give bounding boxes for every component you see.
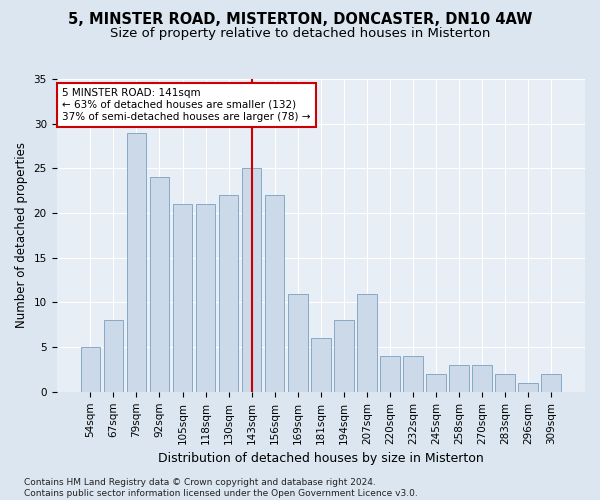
Bar xyxy=(288,294,308,392)
Bar xyxy=(541,374,561,392)
Bar xyxy=(265,195,284,392)
Bar xyxy=(219,195,238,392)
Bar xyxy=(496,374,515,392)
Text: Size of property relative to detached houses in Misterton: Size of property relative to detached ho… xyxy=(110,28,490,40)
Bar xyxy=(149,178,169,392)
Bar xyxy=(403,356,423,392)
Bar xyxy=(449,365,469,392)
Bar xyxy=(104,320,123,392)
X-axis label: Distribution of detached houses by size in Misterton: Distribution of detached houses by size … xyxy=(158,452,484,465)
Text: 5 MINSTER ROAD: 141sqm
← 63% of detached houses are smaller (132)
37% of semi-de: 5 MINSTER ROAD: 141sqm ← 63% of detached… xyxy=(62,88,310,122)
Bar xyxy=(426,374,446,392)
Bar xyxy=(357,294,377,392)
Bar xyxy=(472,365,492,392)
Text: 5, MINSTER ROAD, MISTERTON, DONCASTER, DN10 4AW: 5, MINSTER ROAD, MISTERTON, DONCASTER, D… xyxy=(68,12,532,28)
Bar xyxy=(518,383,538,392)
Bar xyxy=(80,347,100,392)
Bar xyxy=(173,204,193,392)
Bar xyxy=(127,132,146,392)
Bar xyxy=(380,356,400,392)
Text: Contains HM Land Registry data © Crown copyright and database right 2024.
Contai: Contains HM Land Registry data © Crown c… xyxy=(24,478,418,498)
Bar xyxy=(311,338,331,392)
Y-axis label: Number of detached properties: Number of detached properties xyxy=(15,142,28,328)
Bar xyxy=(242,168,262,392)
Bar xyxy=(334,320,353,392)
Bar xyxy=(196,204,215,392)
